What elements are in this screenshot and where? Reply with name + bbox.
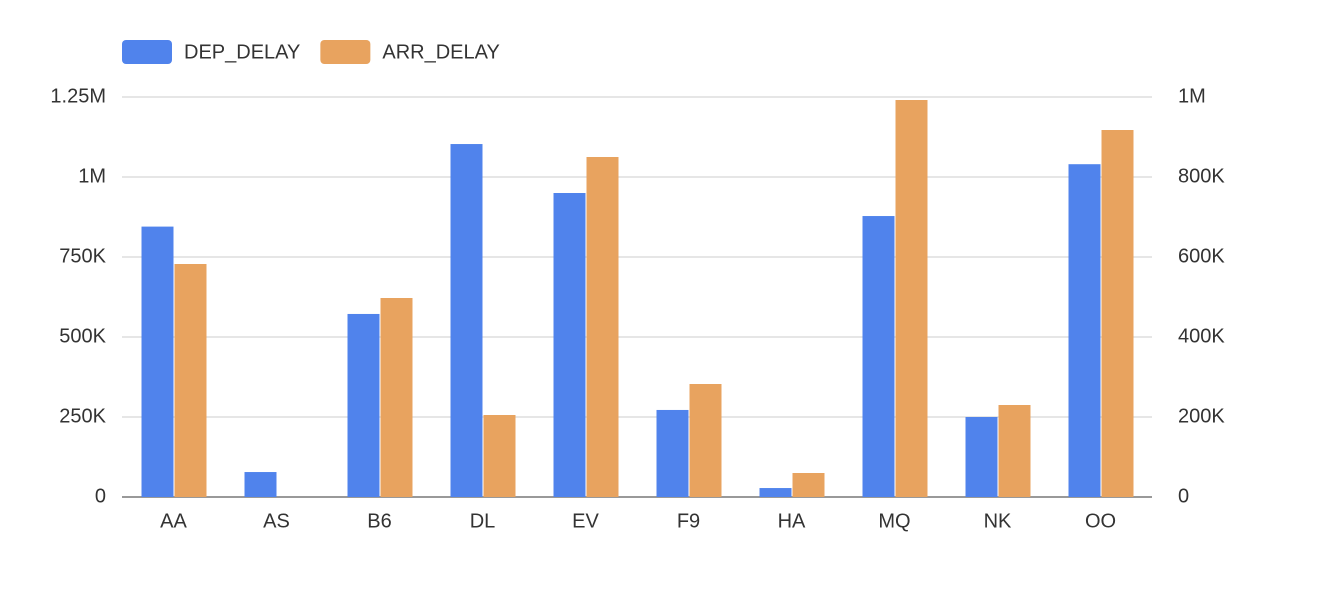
x-tick-label: AA <box>160 510 187 532</box>
legend-label: DEP_DELAY <box>184 41 300 63</box>
bar <box>1101 130 1134 497</box>
bar <box>347 313 380 497</box>
y2-tick-label: 600K <box>1178 245 1225 267</box>
bar <box>792 473 825 497</box>
y2-tick-label: 800K <box>1178 165 1225 187</box>
bar <box>586 157 619 497</box>
x-tick-label: HA <box>778 510 806 532</box>
x-tick-label: DL <box>470 510 496 532</box>
bar <box>656 409 689 497</box>
x-tick-label: NK <box>984 510 1012 532</box>
y-tick-label: 250K <box>59 405 106 427</box>
bar <box>862 216 895 498</box>
y-tick-label: 750K <box>59 245 106 267</box>
y2-tick-label: 1M <box>1178 85 1206 107</box>
legend-swatch <box>320 40 371 64</box>
bar <box>759 488 792 497</box>
bar <box>965 417 998 497</box>
x-tick-label: EV <box>572 510 599 532</box>
bar <box>141 226 174 497</box>
x-tick-label: B6 <box>367 510 391 532</box>
bar <box>553 193 586 497</box>
bar <box>380 298 413 497</box>
y-tick-label: 0 <box>95 485 106 507</box>
bar <box>895 100 928 497</box>
x-tick-label: MQ <box>878 510 910 532</box>
bar <box>483 415 516 497</box>
bar <box>450 144 483 498</box>
x-tick-label: OO <box>1085 510 1116 532</box>
y2-tick-label: 200K <box>1178 405 1225 427</box>
x-tick-label: AS <box>263 510 290 532</box>
y2-tick-label: 400K <box>1178 325 1225 347</box>
legend-swatch <box>122 40 172 64</box>
y2-tick-label: 0 <box>1178 485 1189 507</box>
x-tick-label: F9 <box>677 510 700 532</box>
bar <box>244 472 277 497</box>
legend-label: ARR_DELAY <box>382 41 499 63</box>
y-tick-label: 1.25M <box>50 85 106 107</box>
bar <box>174 264 207 497</box>
y-tick-label: 500K <box>59 325 106 347</box>
bar <box>998 405 1031 497</box>
y-tick-label: 1M <box>78 165 106 187</box>
bar <box>689 384 722 497</box>
bar <box>1068 164 1101 497</box>
